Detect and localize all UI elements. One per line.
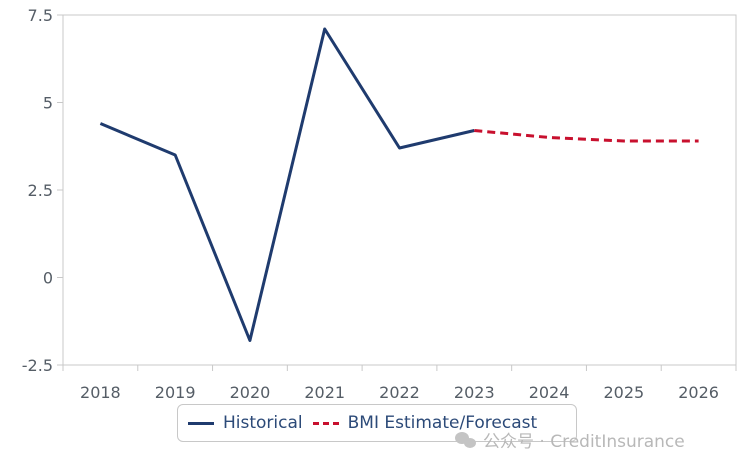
x-tick-label: 2020 (230, 383, 271, 402)
y-tick-label: 5 (43, 94, 53, 113)
wechat-icon (455, 431, 477, 449)
x-tick-label: 2026 (678, 383, 719, 402)
y-tick-label: 2.5 (28, 181, 53, 200)
legend-label-forecast: BMI Estimate/Forecast (347, 413, 538, 433)
series-layer (99, 27, 699, 342)
x-axis: 2018 2019 2020 2021 2022 2023 2024 2025 2026 (62, 365, 737, 402)
x-tick-label: 2025 (603, 383, 644, 402)
x-tick-label: 2022 (379, 383, 420, 402)
legend-swatch-historical (188, 421, 214, 425)
plot-area (62, 14, 737, 366)
legend-swatch-forecast (312, 421, 339, 425)
legend-item-historical[interactable]: Historical (188, 413, 303, 433)
legend-item-forecast[interactable]: BMI Estimate/Forecast (312, 413, 538, 433)
x-tick-label: 2024 (529, 383, 570, 402)
x-tick-label: 2021 (304, 383, 345, 402)
x-tick-label: 2023 (454, 383, 495, 402)
watermark: 公众号 · CreditInsurance (455, 427, 685, 452)
series-line-historical (99, 27, 475, 342)
y-tick-label: -2.5 (22, 356, 53, 375)
series-line-forecast (474, 129, 699, 143)
legend: Historical BMI Estimate/Forecast (177, 404, 577, 442)
watermark-text: 公众号 · CreditInsurance (483, 432, 685, 452)
y-axis: -2.5 0 2.5 5 7.5 (22, 6, 63, 375)
x-tick-label: 2019 (155, 383, 196, 402)
y-tick-label: 7.5 (28, 6, 53, 25)
x-tick-label: 2018 (80, 383, 121, 402)
legend-label-historical: Historical (223, 413, 303, 433)
y-tick-label: 0 (43, 269, 53, 288)
